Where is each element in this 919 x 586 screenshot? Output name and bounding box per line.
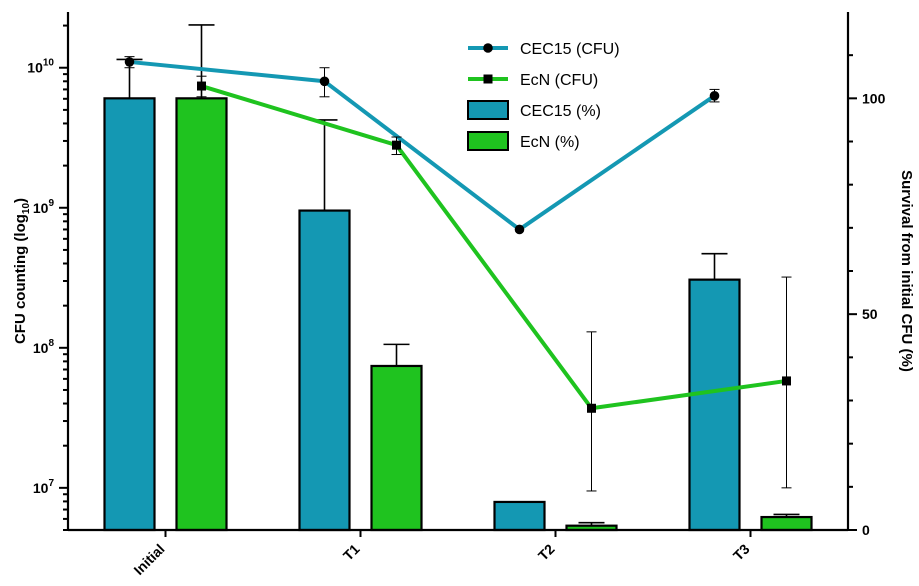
y-left-tick-label: 109 [33,198,55,216]
x-tick-label-initial: Initial [130,541,167,578]
legend-bar-swatch [467,100,509,120]
x-tick-label-t3: T3 [730,541,753,564]
y-right-tick-label: 0 [862,522,870,538]
legend-label: CEC15 (CFU) [520,41,620,58]
y-right-tick-label: 50 [862,306,878,322]
x-tick-label-t1: T1 [340,541,363,564]
bar-cec15--t2 [493,500,546,532]
line-cec15-cfu- [129,59,716,232]
y-right-tick-label: 100 [862,90,886,106]
point-ecn-cfu--t3 [782,376,791,386]
legend-label: EcN (%) [520,134,580,151]
bars-layer [103,24,813,532]
y-left-tick-label: 1010 [27,58,54,76]
point-ecn-cfu--initial [197,81,206,91]
y-axis-right-title: Survival from initial CFU (%) [898,170,915,372]
bar-ecn--initial [175,97,228,532]
point-cec15-cfu--t2 [514,224,525,235]
legend-marker-circle [483,43,493,53]
legend-bar-swatch [467,131,509,151]
lines-layer [124,56,792,492]
legend-label: CEC15 (%) [520,103,601,120]
legend-marker-square [483,74,493,84]
bar-ecn--t3 [760,515,813,532]
point-cec15-cfu--t3 [709,91,720,101]
bar-cec15--initial [103,97,156,532]
y-left-tick-label: 107 [33,478,55,496]
legend: CEC15 (CFU) EcN (CFU) CEC15 (%) EcN (%) [467,41,620,151]
legend-label: EcN (CFU) [520,72,598,89]
point-ecn-cfu--t1 [392,140,401,150]
y-left-tick-label: 108 [33,338,55,356]
point-cec15-cfu--t1 [319,76,330,87]
point-cec15-cfu--initial [124,57,135,67]
bar-cec15--t3 [688,278,741,532]
bar-cec15--t1 [298,209,351,532]
point-ecn-cfu--t2 [587,403,596,413]
bar-ecn--t1 [370,364,423,532]
line-ecn-cfu- [200,84,787,411]
x-tick-label-t2: T2 [535,541,558,564]
y-axis-left-title: CFU counting (log10) [12,198,32,344]
